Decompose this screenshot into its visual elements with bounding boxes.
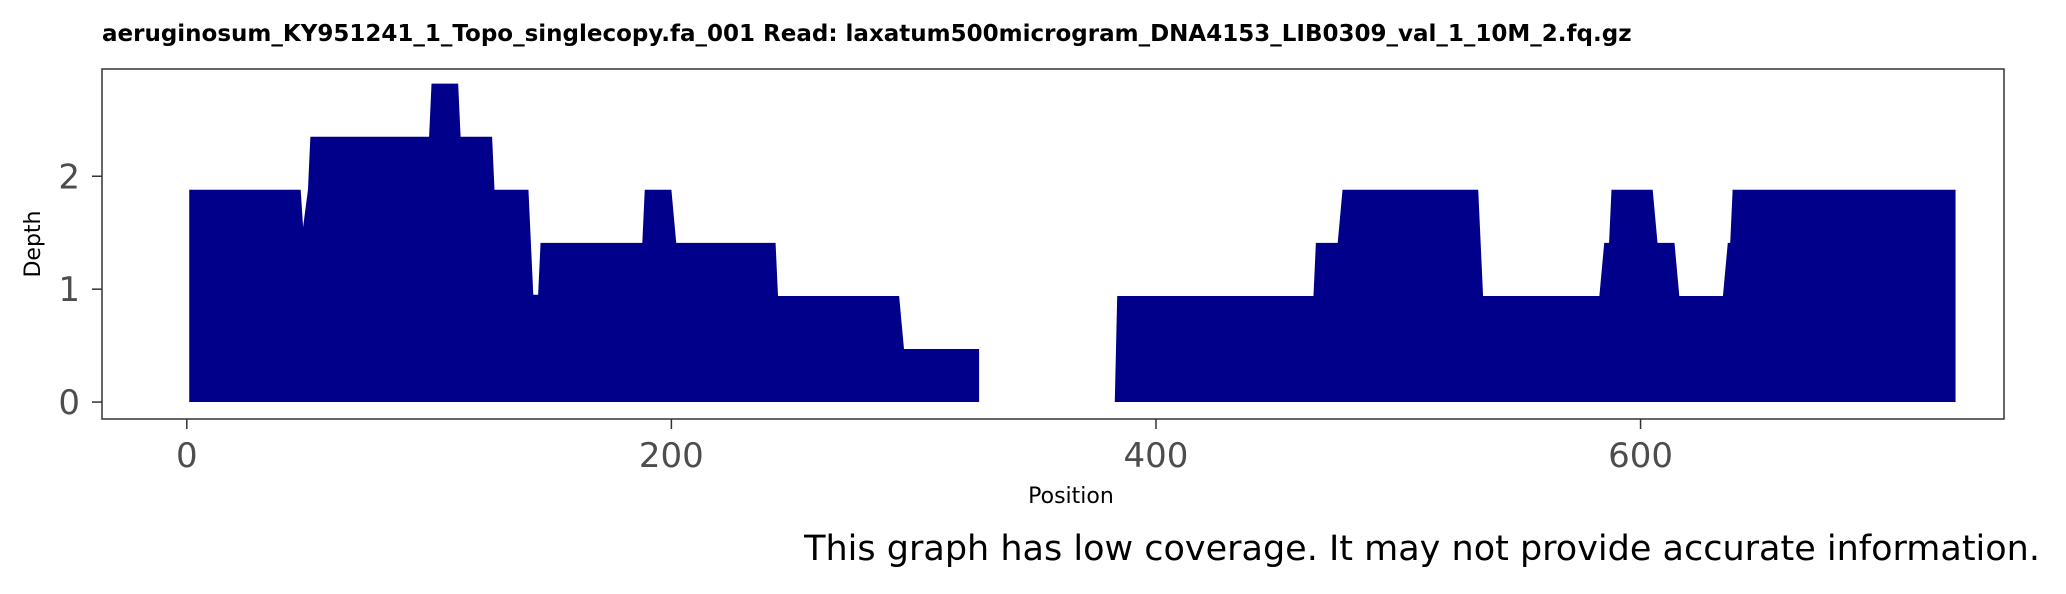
depth-area-segment-1 — [189, 83, 980, 403]
depth-area-layer — [189, 83, 1956, 403]
y-axis-label: Depth — [21, 210, 46, 277]
depth-area-segment-2 — [1114, 189, 1956, 403]
x-tick-label: 200 — [639, 436, 704, 476]
x-tick-label: 0 — [176, 436, 198, 476]
y-tick-label: 1 — [58, 270, 80, 310]
y-tick-label: 0 — [58, 383, 80, 423]
x-axis: 0 200 400 600 — [176, 419, 1673, 476]
y-axis: 0 1 2 — [58, 157, 102, 423]
x-tick-label: 600 — [1608, 436, 1673, 476]
y-tick-label: 2 — [58, 157, 80, 197]
x-axis-label: Position — [1028, 484, 1114, 509]
low-coverage-warning: This graph has low coverage. It may not … — [803, 529, 2040, 569]
x-tick-label: 400 — [1124, 436, 1189, 476]
plot-panel-border — [101, 68, 2005, 420]
chart-title: aeruginosum_KY951241_1_Topo_singlecopy.f… — [102, 21, 1632, 47]
